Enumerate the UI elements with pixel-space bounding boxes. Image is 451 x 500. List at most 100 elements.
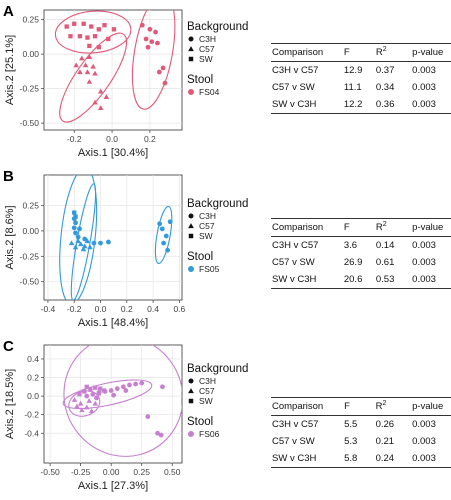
table-cell: 12.2 [342,96,375,114]
point-c3h [91,240,97,246]
point-c57 [90,63,96,69]
y-tick-label: 0.25 [22,200,39,210]
legend-title-background: Background [187,363,248,375]
point-sw [73,214,78,219]
point-c3h [160,384,165,390]
point-sw [96,391,102,396]
point-sw [93,385,98,390]
table-cell: SW v C3H [271,96,343,114]
legend-circle-icon [188,378,194,384]
x-tick-label: -0.25 [71,467,91,477]
table-row: C3H v C57 3.6 0.14 0.003 [271,237,451,255]
table-cell: C3H v C57 [272,240,319,251]
point-sw [84,384,89,389]
y-tick-label: -0.50 [20,118,40,128]
y-tick-label: 0.00 [22,226,39,236]
point-c3h [84,393,90,399]
header-r2: R2 [374,218,412,237]
x-axis-label: Axis.1 [30.4%] [78,147,148,159]
table-row: SW v C3H 12.2 0.36 0.003 [271,96,451,114]
x-tick-label: -0.2 [67,304,82,314]
point-c3h [159,226,165,232]
point-c57 [88,408,95,414]
point-sw [102,23,107,28]
legend-circle-icon [188,36,194,42]
point-c57 [80,246,87,252]
panel-a-plot: A -0.2 0.0 0.2 -0.50 -0.25 0.00 0.25 Axis.1 [30.… [3,3,248,159]
stats-table-a: Comparison F R2 p-value C3H v C57 12.9 0… [271,43,451,114]
legend-item-c57: C57 [199,44,215,54]
point-c57 [79,55,85,61]
header-f: F [342,43,375,62]
x-axis-label: Axis.1 [27.3%] [78,480,148,492]
point-c3h [161,240,167,246]
legend-title-background: Background [187,21,248,33]
table-cell: 0.34 [375,82,395,93]
stats-table-header: Comparison F R2 p-value [271,397,451,416]
confidence-ellipse [62,379,153,410]
point-c3h [73,220,78,226]
point-c3h [163,233,169,239]
y-tick-label: -0.25 [20,251,40,261]
y-tick-label: -0.25 [20,84,40,94]
table-cell: 0.36 [374,96,412,114]
panel-letter: A [3,3,14,20]
table-cell: 11.1 [343,82,362,93]
table-cell: 0.003 [411,450,451,468]
point-c3h [158,432,164,438]
header-p-value: p-value [411,43,451,62]
table-cell: 0.003 [412,257,436,268]
point-c3h [155,430,160,436]
header-r2: R2 [374,43,412,62]
y-tick-label: 0.0 [27,391,39,401]
point-c3h [98,240,103,246]
x-tick-label: 0.0 [106,134,118,144]
point-c3h [82,236,88,242]
point-c57 [75,238,81,244]
table-cell: C57 v SW [272,257,315,268]
table-cell: C3H v C57 [272,419,319,430]
point-c57 [83,404,90,410]
point-c3h [147,26,153,32]
point-c3h [139,380,145,386]
y-tick-label: 0.00 [22,49,39,59]
legend-stool-icon [188,266,194,272]
confidence-ellipse [154,205,173,265]
header-comparison: Comparison [271,43,343,62]
panel-letter: B [3,168,14,185]
table-cell: 0.003 [412,240,436,251]
table-cell: 3.6 [343,240,358,251]
table-cell: 0.53 [374,271,412,289]
header-p-value: p-value [411,397,451,416]
point-sw [101,388,107,393]
confidence-ellipse [59,32,128,123]
point-c3h [145,44,151,50]
point-c3h [114,386,120,392]
point-c57 [71,397,78,402]
legend-triangle-icon [188,223,194,229]
table-cell: 0.24 [374,450,412,468]
x-tick-label: -0.50 [40,467,60,477]
point-c3h [106,239,111,245]
header-r2: R2 [374,397,412,416]
point-c3h [145,414,151,419]
x-tick-label: 0.50 [164,467,181,477]
confidence-ellipse [131,10,176,110]
point-sw [98,386,103,391]
legend-circle-icon [188,213,194,219]
legend-item-sw: SW [199,396,213,406]
point-c3h [75,234,81,240]
y-tick-label: -0.4 [24,428,39,438]
plot-layer [59,175,173,300]
plot-layer [54,10,176,123]
y-tick-label: -0.50 [20,277,40,287]
x-tick-label: 0.4 [147,304,159,314]
table-cell: 0.003 [412,436,436,447]
point-sw [111,27,117,32]
header-f: F [342,218,375,237]
x-tick-label: 0.6 [173,304,185,314]
x-tick-label: 0.2 [144,134,156,144]
point-c3h [71,225,77,231]
confidence-ellipse [54,10,132,54]
x-tick-label: 0.2 [121,304,133,314]
